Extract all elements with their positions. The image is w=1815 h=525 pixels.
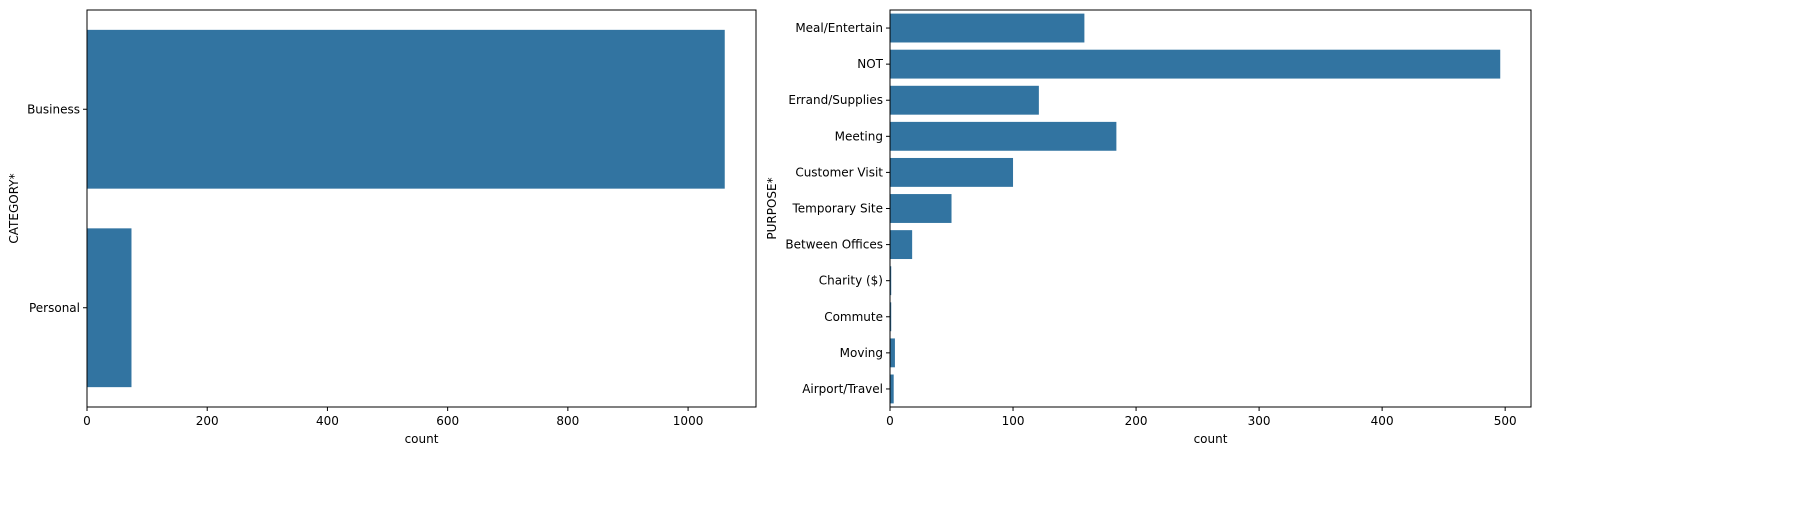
- x-tick-label-category-3: 600: [436, 414, 459, 428]
- x-tick-label-purpose-0: 0: [886, 414, 894, 428]
- y-tick-label-purpose-6: Between Offices: [785, 238, 883, 252]
- y-axis-label-purpose: PURPOSE*: [765, 177, 779, 239]
- x-tick-label-purpose-2: 200: [1125, 414, 1148, 428]
- x-tick-label-purpose-4: 400: [1371, 414, 1394, 428]
- x-tick-label-category-0: 0: [83, 414, 91, 428]
- bar-purpose-6: [890, 230, 913, 260]
- x-tick-label-category-4: 800: [556, 414, 579, 428]
- axes-frame-category: [86, 9, 757, 408]
- y-tick-label-purpose-5: Temporary Site: [792, 202, 884, 216]
- y-tick-label-purpose-10: Airport/Travel: [802, 382, 883, 396]
- bar-purpose-2: [890, 85, 1039, 115]
- bar-category-0: [87, 29, 725, 189]
- bar-purpose-7: [890, 266, 892, 296]
- bar-purpose-8: [890, 302, 892, 332]
- x-axis-label-category: count: [405, 432, 439, 446]
- x-tick-label-category-5: 1000: [673, 414, 704, 428]
- y-tick-label-purpose-3: Meeting: [835, 129, 883, 143]
- axes-frame-purpose: [889, 9, 1532, 408]
- bar-purpose-10: [890, 374, 894, 404]
- x-tick-label-purpose-3: 300: [1248, 414, 1271, 428]
- y-tick-label-purpose-0: Meal/Entertain: [795, 21, 883, 35]
- x-tick-label-category-1: 200: [196, 414, 219, 428]
- y-tick-label-category-0: Business: [27, 102, 80, 116]
- bar-category-1: [87, 228, 132, 388]
- bar-purpose-3: [890, 121, 1117, 151]
- y-axis-label-category: CATEGORY*: [7, 173, 21, 243]
- bar-purpose-0: [890, 13, 1085, 43]
- y-tick-label-purpose-7: Charity ($): [819, 274, 883, 288]
- x-tick-label-purpose-5: 500: [1494, 414, 1517, 428]
- purpose-count-chart: Meal/Entertain NOT Errand/Supplies Meeting C…: [765, 9, 1532, 446]
- bar-purpose-1: [890, 49, 1501, 79]
- x-tick-label-purpose-1: 100: [1002, 414, 1025, 428]
- y-tick-label-purpose-8: Commute: [824, 310, 883, 324]
- bar-purpose-4: [890, 157, 1014, 187]
- y-tick-label-purpose-4: Customer Visit: [795, 165, 883, 179]
- bar-purpose-9: [890, 338, 895, 368]
- y-tick-label-category-1: Personal: [29, 301, 80, 315]
- x-tick-label-category-2: 400: [316, 414, 339, 428]
- y-tick-label-purpose-9: Moving: [840, 346, 883, 360]
- y-tick-label-purpose-1: NOT: [857, 57, 883, 71]
- category-count-chart: Business Personal 0 200 400 600 800 1000 count CA…: [7, 9, 757, 446]
- y-tick-label-purpose-2: Errand/Supplies: [788, 93, 883, 107]
- bar-purpose-5: [890, 194, 952, 223]
- x-axis-label-purpose: count: [1194, 432, 1228, 446]
